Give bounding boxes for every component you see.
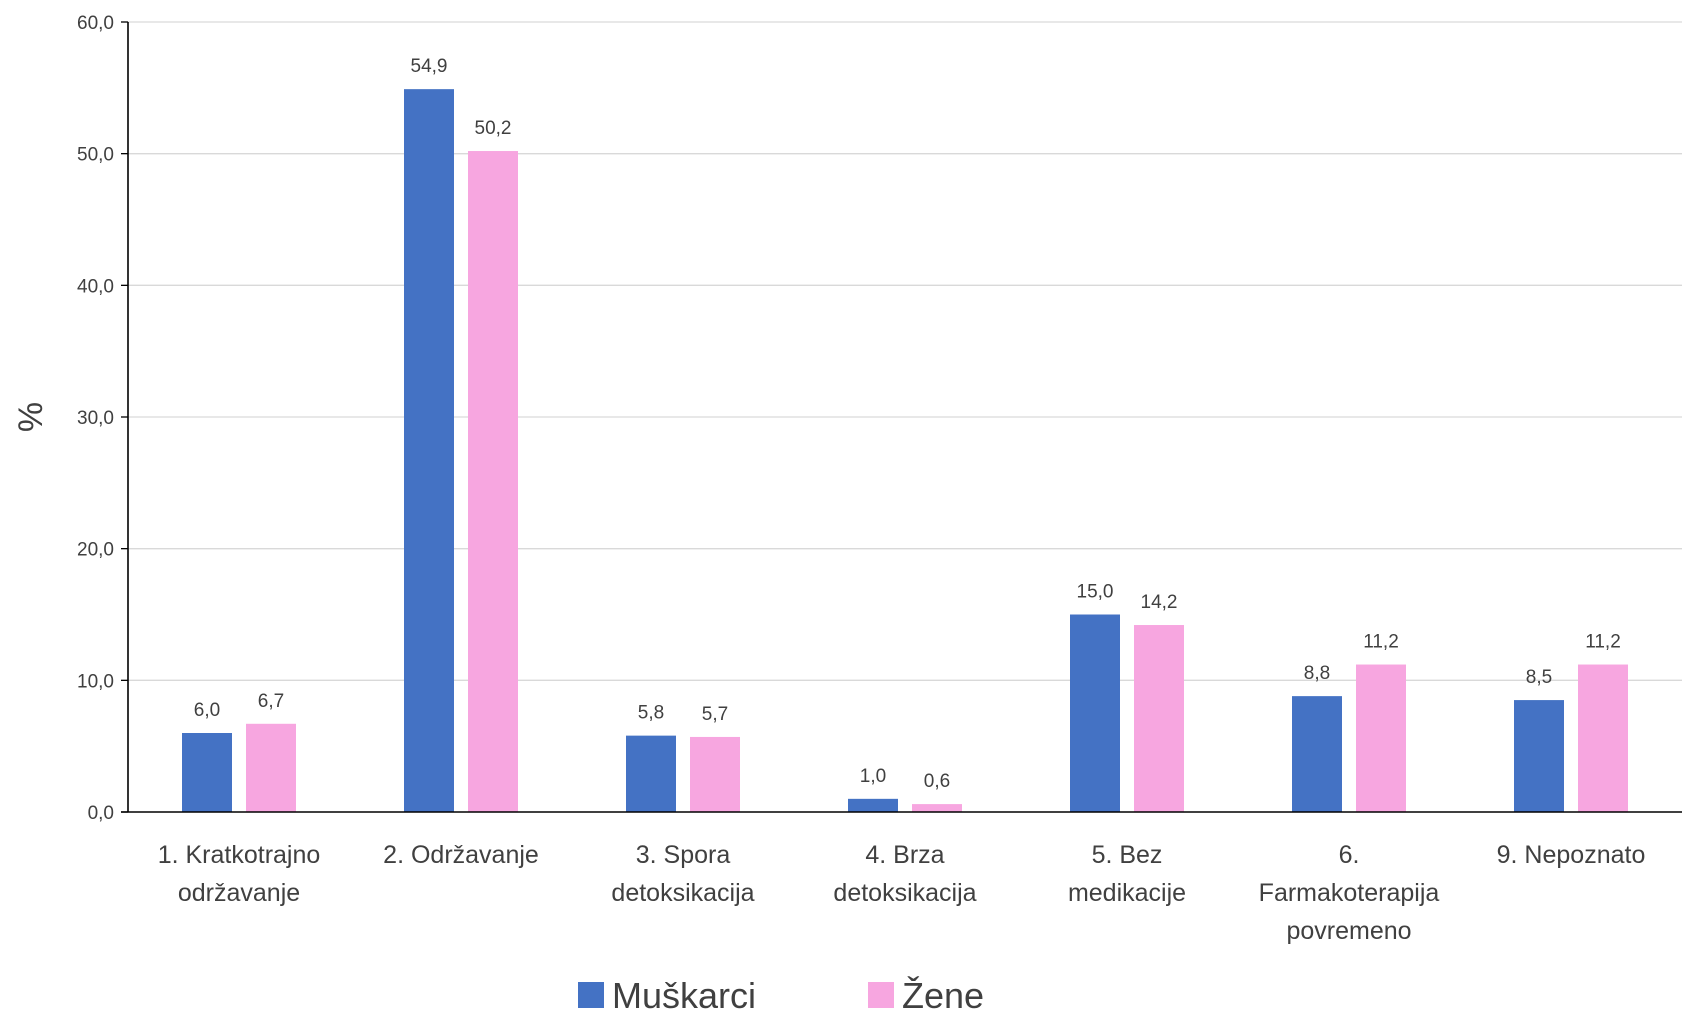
x-tick-label-line: detoksikacija (611, 879, 754, 907)
data-label: 14,2 (1141, 592, 1178, 613)
data-label: 0,6 (924, 771, 950, 792)
bar (468, 151, 518, 813)
legend-label: Muškarci (612, 975, 756, 1016)
x-tick-label: 9. Nepoznato (1497, 841, 1646, 869)
bar (1514, 700, 1564, 812)
bars (182, 89, 1628, 813)
bar (1356, 664, 1406, 812)
data-label: 5,8 (638, 703, 664, 724)
bar (1134, 625, 1184, 812)
y-tick-label: 60,0 (77, 13, 114, 34)
x-tick-label: 3. Spora detoksikacija (611, 841, 754, 907)
bar (1578, 664, 1628, 812)
data-label: 6,0 (194, 700, 220, 721)
bar (182, 733, 232, 812)
x-tick-label-line: povremeno (1286, 917, 1411, 945)
data-labels: 6,0 54,9 5,8 1,0 15,0 8,8 8,5 6,7 50,2 5,7 0,6 14,2… (194, 56, 1621, 792)
legend-swatch (578, 982, 604, 1008)
bar (848, 798, 898, 812)
data-label: 5,7 (702, 704, 728, 725)
x-tick-label-line: 4. Brza (865, 841, 944, 869)
y-tick-label: 10,0 (77, 671, 114, 692)
legend-label: Žene (902, 975, 984, 1016)
data-label: 54,9 (411, 56, 448, 77)
bar (1070, 614, 1120, 812)
bar (912, 804, 962, 812)
data-label: 11,2 (1363, 632, 1399, 653)
data-label: 1,0 (860, 766, 886, 787)
x-tick-label-line: detoksikacija (833, 879, 976, 907)
y-tick-label: 20,0 (77, 540, 114, 561)
bar (1292, 696, 1342, 812)
x-tick-label: 2. Održavanje (383, 841, 539, 869)
bar (626, 735, 676, 812)
bar (690, 736, 740, 812)
x-tick-label: 6. Farmakoterapija povremeno (1259, 841, 1440, 945)
legend: Muškarci Žene (578, 975, 984, 1016)
axes (121, 22, 1682, 813)
x-tick-label-line: 9. Nepoznato (1497, 841, 1646, 869)
data-label: 8,5 (1526, 667, 1552, 688)
y-tick-label: 30,0 (77, 408, 114, 429)
legend-swatch (868, 982, 894, 1008)
data-label: 8,8 (1304, 663, 1330, 684)
x-tick-label-line: 1. Kratkotrajno (158, 841, 321, 869)
bar (404, 89, 454, 812)
bar (246, 723, 296, 812)
x-tick-label: 1. Kratkotrajno održavanje (158, 841, 321, 907)
y-tick-label: 50,0 (77, 145, 114, 166)
x-tick-label: 4. Brza detoksikacija (833, 841, 976, 907)
y-tick-label: 0,0 (88, 803, 114, 824)
data-label: 6,7 (258, 691, 284, 712)
x-tick-label-line: medikacije (1068, 879, 1186, 907)
y-tick-labels: 0,0 10,0 20,0 30,0 40,0 50,0 60,0 (77, 13, 114, 824)
x-tick-label-line: 5. Bez (1092, 841, 1163, 869)
data-label: 50,2 (475, 118, 512, 139)
x-tick-label-line: 2. Održavanje (383, 841, 539, 869)
gridlines (121, 21, 1682, 813)
x-tick-label-line: 6. (1339, 841, 1360, 869)
y-tick-label: 40,0 (77, 276, 114, 297)
x-tick-label: 5. Bez medikacije (1068, 841, 1186, 907)
data-label: 11,2 (1585, 632, 1621, 653)
x-tick-label-line: Farmakoterapija (1259, 879, 1440, 907)
data-label: 15,0 (1077, 582, 1114, 603)
x-tick-label-line: održavanje (178, 879, 300, 907)
x-tick-label-line: 3. Spora (636, 841, 731, 869)
y-axis-label: % (12, 402, 50, 432)
category-labels: 1. Kratkotrajno održavanje 2. Održavanje 3.… (158, 841, 1646, 945)
